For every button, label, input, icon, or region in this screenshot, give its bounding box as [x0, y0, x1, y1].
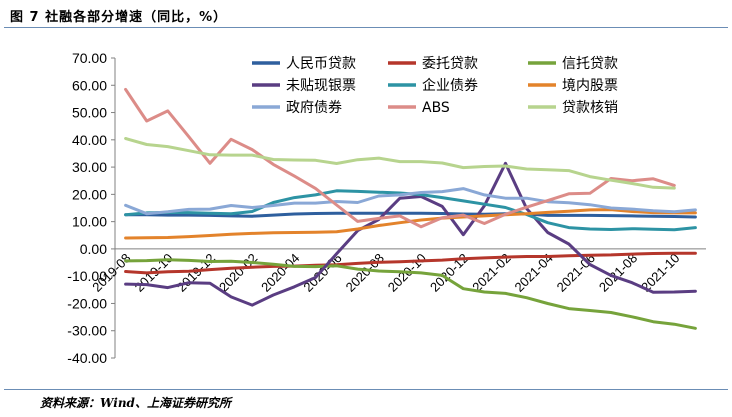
y-tick-label: 70.00	[72, 50, 107, 66]
y-tick-label: 0.00	[80, 241, 107, 257]
series-line	[124, 211, 697, 219]
y-tick-label: 20.00	[72, 186, 107, 202]
y-tick-label: 60.00	[72, 77, 107, 93]
y-tick-label: -30.00	[67, 323, 107, 339]
x-tick-label: 2020-02	[216, 250, 260, 294]
y-tick-label: 50.00	[72, 105, 107, 121]
series-line	[124, 251, 697, 275]
chart-canvas: 70.00 60.00 50.00 40.00 30.00 20.00 10.00 0.00 -…	[67, 50, 706, 366]
y-tick-label: 10.00	[72, 214, 107, 230]
chart-title: 图 7 社融各部分增速（同比，%）	[10, 10, 228, 25]
legend-label: 信托贷款	[562, 56, 618, 72]
legend-label: 委托贷款	[422, 56, 478, 72]
x-tick-label: 2020-08	[343, 250, 387, 294]
y-tick-label: 40.00	[72, 132, 107, 148]
legend-label: 人民币贷款	[286, 56, 356, 72]
x-tick-label: 2020-06	[300, 250, 344, 294]
y-tick-label: 30.00	[72, 159, 107, 175]
legend-label: 贷款核销	[562, 100, 618, 116]
series-line	[124, 187, 697, 216]
y-tick-label: -40.00	[67, 350, 107, 366]
source-note: 资料来源：Wind、上海证券研究所	[40, 396, 231, 410]
legend-label: 企业债券	[422, 77, 478, 94]
y-tick-label: -20.00	[67, 295, 107, 311]
series-line	[124, 258, 697, 330]
source-divider	[4, 389, 728, 390]
legend-label: 政府债券	[286, 100, 342, 116]
legend-label: ABS	[422, 100, 450, 116]
series-line	[124, 137, 676, 190]
series-line	[124, 161, 697, 307]
legend-label: 未贴现银票	[286, 78, 356, 94]
title-divider	[4, 27, 728, 28]
y-tick-label: -10.00	[67, 268, 107, 284]
x-tick-label: 2020-04	[258, 250, 302, 294]
legend-label: 境内股票	[562, 78, 618, 94]
